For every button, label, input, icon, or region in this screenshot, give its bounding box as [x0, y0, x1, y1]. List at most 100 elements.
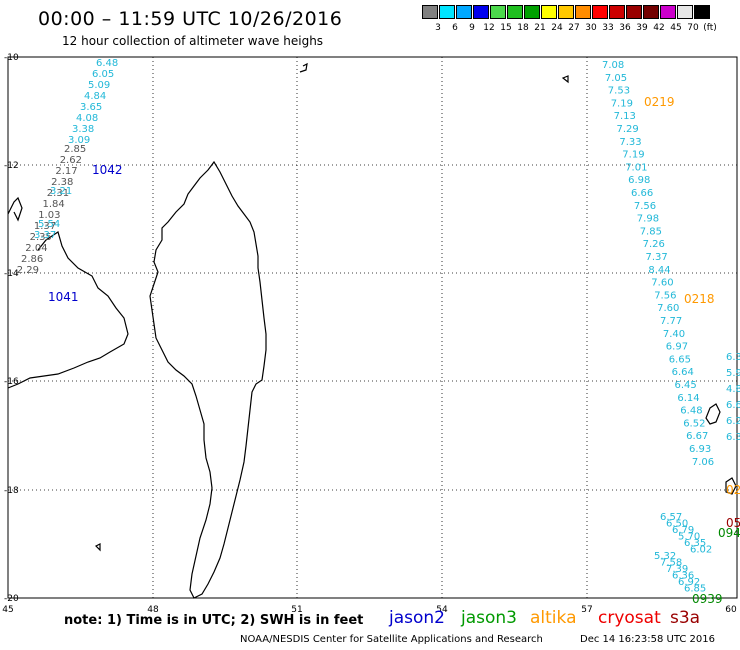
- swh-value-label: 7.08: [602, 60, 624, 71]
- swh-value-label: 2.35: [30, 232, 52, 243]
- legend-swatch: [422, 5, 438, 19]
- legend-label: 70: [687, 23, 699, 33]
- pass-time-label: 02: [726, 483, 740, 497]
- pass-time-label: 094: [718, 526, 740, 540]
- swh-value-label: 3.21: [50, 186, 72, 197]
- legend-unit: (ft): [703, 23, 717, 33]
- swh-value-label: 6.36: [672, 571, 694, 582]
- legend-label: 6: [452, 23, 458, 33]
- legend-label: 36: [619, 23, 631, 33]
- satellite-label: altika: [530, 608, 577, 628]
- swh-value-label: 6.45: [675, 380, 697, 391]
- swh-value-label: 7.33: [619, 137, 641, 148]
- swh-value-label: 3.09: [68, 135, 90, 146]
- chart-subtitle: 12 hour collection of altimeter wave hei…: [62, 34, 324, 48]
- credit-text: NOAA/NESDIS Center for Satellite Applica…: [240, 634, 543, 645]
- swh-value-label: 3.38: [72, 124, 94, 135]
- swh-value-label: 7.98: [637, 214, 659, 225]
- legend-label: 15: [500, 23, 512, 33]
- legend-label: 33: [602, 23, 614, 33]
- legend-label: 18: [517, 23, 529, 33]
- swh-value-label: 6.66: [631, 188, 653, 199]
- legend-label: 42: [653, 23, 665, 33]
- swh-value-label: 7.53: [608, 86, 630, 97]
- swh-value-label: 7.37: [646, 252, 668, 263]
- swh-value-label: 2.17: [55, 166, 77, 177]
- swh-value-label: 2.04: [25, 243, 47, 254]
- swh-value-label: 7.40: [663, 329, 685, 340]
- swh-value-label: 2.31: [47, 188, 69, 199]
- swh-value-label: 6.97: [666, 342, 688, 353]
- legend-label: 27: [568, 23, 580, 33]
- altimeter-tracks: 6.486.055.094.843.654.083.383.092.852.62…: [17, 58, 740, 606]
- swh-value-label: 7.56: [654, 290, 676, 301]
- swh-value-label: 2.38: [51, 177, 73, 188]
- swh-value-label: 6.35: [684, 538, 706, 549]
- swh-value-label: 6.14: [677, 393, 699, 404]
- pass-time-label: 1042: [92, 163, 123, 177]
- swh-value-label: 1.84: [43, 199, 65, 210]
- pass-time-label: 0218: [684, 292, 715, 306]
- legend-label: 3: [435, 23, 441, 33]
- swh-value-label: 7.56: [634, 201, 656, 212]
- legend-swatch: [643, 5, 659, 19]
- legend-swatch: [558, 5, 574, 19]
- legend-swatch: [660, 5, 676, 19]
- swh-value-label: 6.57: [660, 512, 682, 523]
- legend-swatch: [677, 5, 693, 19]
- swh-value-label: 7.60: [651, 278, 673, 289]
- swh-value-label: 5.9: [726, 368, 740, 379]
- pass-time-label: 05: [726, 516, 740, 530]
- legend-swatch: [507, 5, 523, 19]
- swh-value-label: 6.48: [96, 58, 118, 69]
- legend-label: 9: [469, 23, 475, 33]
- mayotte-island: [299, 62, 308, 73]
- swh-value-label: 7.29: [617, 124, 639, 135]
- swh-value-label: 8.44: [648, 265, 670, 276]
- reunion-island: [705, 403, 721, 425]
- swh-value-label: 7.13: [614, 111, 636, 122]
- lon-tick-label: 60: [725, 605, 737, 615]
- swh-value-label: 6.93: [689, 444, 711, 455]
- swh-value-label: 6.65: [669, 354, 691, 365]
- swh-value-label: 6.48: [680, 406, 702, 417]
- pass-time-label: 1041: [48, 290, 79, 304]
- legend-label: 30: [585, 23, 597, 33]
- footer-note: note: 1) Time is in UTC; 2) SWH is in fe…: [64, 613, 364, 628]
- madagascar-coastline: [149, 160, 267, 599]
- generated-timestamp: Dec 14 16:23:58 UTC 2016: [580, 634, 715, 645]
- legend-swatch: [490, 5, 506, 19]
- legend-label: 24: [551, 23, 563, 33]
- mauritius-island: [725, 477, 737, 495]
- legend-label: 21: [534, 23, 546, 33]
- swh-value-label: 2.29: [17, 265, 39, 276]
- legend-label: 12: [483, 23, 495, 33]
- swh-value-label: 4.08: [76, 113, 98, 124]
- satellite-label: jason3: [461, 608, 517, 628]
- lon-tick-label: 45: [2, 605, 13, 615]
- satellite-label: jason2: [389, 608, 445, 628]
- swh-value-label: 7.39: [666, 564, 688, 575]
- lon-tick-label: 51: [291, 605, 302, 615]
- swh-value-label: 1.37: [34, 221, 56, 232]
- lon-tick-label: 54: [436, 605, 448, 615]
- swh-value-label: 2.86: [21, 254, 43, 265]
- swh-value-label: 6.85: [684, 584, 706, 595]
- lon-tick-label: 48: [147, 605, 159, 615]
- swh-value-label: 6.79: [672, 525, 694, 536]
- swh-value-label: 7.19: [622, 150, 644, 161]
- satellite-label: s3a: [670, 608, 701, 628]
- legend-swatch: [439, 5, 455, 19]
- legend-swatch: [694, 5, 710, 19]
- swh-value-label: 2.62: [60, 155, 82, 166]
- swh-value-label: 7.77: [660, 316, 682, 327]
- legend-label: 39: [636, 23, 648, 33]
- swh-value-label: 6.3: [726, 352, 740, 363]
- swh-value-label: 6.64: [672, 367, 694, 378]
- satellite-label: cryosat: [598, 608, 661, 628]
- swh-value-label: 6.52: [683, 418, 705, 429]
- swh-value-label: 5.70: [678, 532, 700, 543]
- swh-value-label: 3.37: [34, 230, 56, 241]
- swh-value-label: 7.60: [657, 303, 679, 314]
